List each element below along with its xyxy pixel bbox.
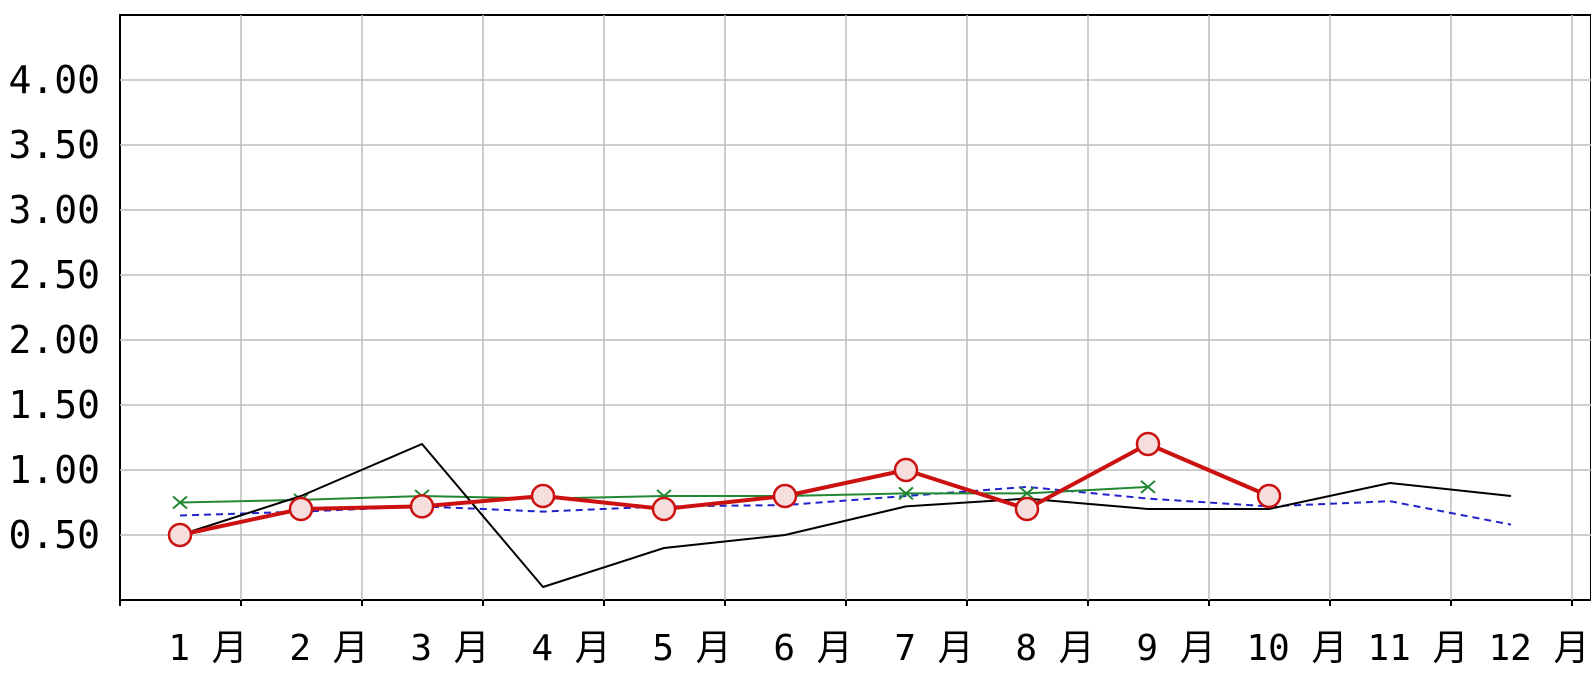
x-tick-label: 3 月 <box>410 628 489 669</box>
x-tick-label: 7 月 <box>894 628 973 669</box>
x-tick-label: 5 月 <box>652 628 731 669</box>
x-tick-label: 10 月 <box>1246 628 1347 669</box>
series-0-point <box>1135 431 1161 457</box>
series-0-line <box>179 442 1270 537</box>
plot-area <box>119 14 1591 601</box>
grid-lines <box>120 15 1591 600</box>
y-tick-label: 3.50 <box>8 123 100 167</box>
series-1-line <box>179 443 1512 588</box>
x-tick-labels: 1 月 2 月 3 月 4 月 5 月 6 月 7 月 8 月 9 月 10 月 11 月 12 月 <box>168 628 1589 669</box>
x-tick-label: 2 月 <box>289 628 368 669</box>
y-tick-label: 3.00 <box>8 188 100 232</box>
series-0-point <box>893 457 919 483</box>
series-0-point <box>167 522 193 548</box>
series-0-point <box>288 496 314 522</box>
series-2-point <box>172 495 188 510</box>
axes <box>119 600 1573 606</box>
series-0-point <box>651 496 677 522</box>
y-tick-label: 1.00 <box>8 448 100 492</box>
series-0-point <box>1014 496 1040 522</box>
x-tick-label: 1 月 <box>168 628 247 669</box>
y-tick-label: 0.50 <box>8 513 100 557</box>
series-0-point <box>530 483 556 509</box>
x-tick-label: 12 月 <box>1488 628 1589 669</box>
series-0-point <box>409 494 435 519</box>
series-0-point <box>1256 483 1282 509</box>
x-tick-label: 6 月 <box>773 628 852 669</box>
x-tick-label: 9 月 <box>1136 628 1215 669</box>
x-tick-label: 11 月 <box>1367 628 1468 669</box>
series-2-point <box>1019 486 1035 501</box>
x-tick-label: 4 月 <box>531 628 610 669</box>
x-tick-label: 8 月 <box>1015 628 1094 669</box>
series-2-point <box>1140 480 1156 494</box>
y-tick-label: 2.00 <box>8 318 100 362</box>
y-tick-label: 1.50 <box>8 383 100 427</box>
y-tick-label: 4.00 <box>8 58 100 102</box>
series-2-point <box>898 486 914 501</box>
y-tick-label: 2.50 <box>8 253 100 297</box>
series-0-point <box>772 483 798 509</box>
y-tick-labels: 0.50 1.00 1.50 2.00 2.50 3.00 3.50 4.00 <box>8 58 100 557</box>
series <box>167 431 1512 588</box>
